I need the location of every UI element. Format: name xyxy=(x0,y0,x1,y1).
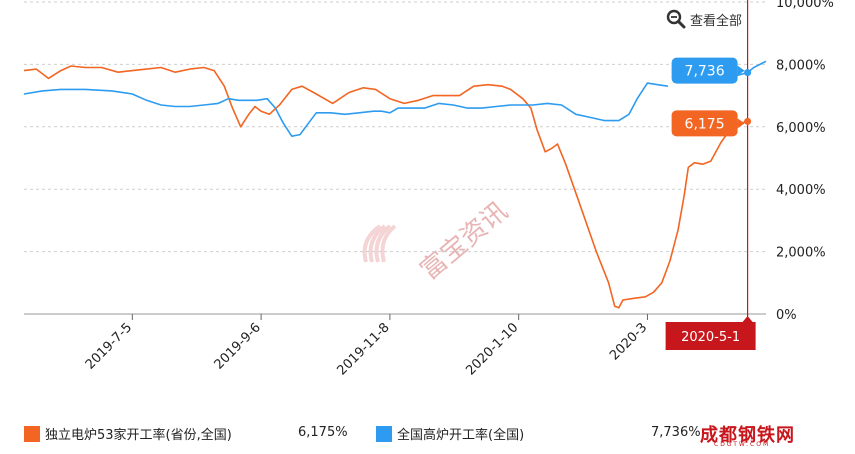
y-tick-label: 4,000% xyxy=(776,183,826,198)
value-flag-pointer xyxy=(737,65,745,76)
x-tick-label: 2020-1-10 xyxy=(463,320,521,378)
watermark-logo-stroke xyxy=(380,224,397,263)
cursor-point xyxy=(744,117,752,125)
site-watermark-sub: CDGTW.COM xyxy=(714,441,771,448)
x-tick-label: 2020-3 xyxy=(607,320,650,363)
watermark-text: 富宝资讯 xyxy=(415,196,514,286)
legend-label: 独立电炉53家开工率(省份,全国) xyxy=(45,428,232,443)
legend-value: 6,175% xyxy=(298,425,348,440)
x-tick-label: 2019-11-8 xyxy=(335,320,393,378)
legend-swatch-orange xyxy=(24,425,40,442)
x-tick-label: 2019-9-6 xyxy=(212,320,264,372)
watermark-logo xyxy=(362,224,397,263)
view-all-button[interactable]: 查看全部 xyxy=(666,9,742,29)
legend-item-blast-furnace[interactable]: 全国高炉开工率(全国) xyxy=(376,424,524,443)
value-flag xyxy=(671,57,738,84)
y-tick-label: 10,000% xyxy=(776,0,834,11)
zoom-icon xyxy=(666,9,686,29)
legend-item-electric-furnace[interactable]: 独立电炉53家开工率(省份,全国) xyxy=(24,424,232,443)
x-tick-label: 2019-7-5 xyxy=(83,320,135,372)
value-flag-pointer xyxy=(737,118,745,129)
watermark-logo-stroke xyxy=(374,224,392,263)
view-all-label: 查看全部 xyxy=(690,13,743,29)
date-flag-label: 2020-5-1 xyxy=(681,330,740,345)
legend-label: 全国高炉开工率(全国) xyxy=(397,428,525,443)
value-flag xyxy=(671,110,738,137)
y-tick-label: 8,000% xyxy=(776,58,826,73)
cursor-point xyxy=(744,69,752,77)
watermark-logo-stroke xyxy=(362,224,382,263)
site-watermark: 成都钢铁网 CDGTW.COM xyxy=(700,421,795,448)
y-tick-label: 2,000% xyxy=(776,246,826,261)
date-flag-pointer xyxy=(742,316,753,322)
value-flag-label: 7,736 xyxy=(685,64,725,80)
site-watermark-text: 成都钢铁网 xyxy=(700,425,795,446)
series-line xyxy=(23,82,669,137)
y-tick-label: 0% xyxy=(776,308,797,323)
value-flag-label: 6,175 xyxy=(685,116,725,132)
date-flag xyxy=(665,322,756,350)
y-tick-label: 6,000% xyxy=(776,121,826,136)
series-line xyxy=(737,60,767,77)
watermark-logo-stroke xyxy=(368,224,387,263)
series-line xyxy=(23,65,748,309)
legend-value: 7,736% xyxy=(651,425,701,440)
legend-swatch-blue xyxy=(376,425,392,442)
